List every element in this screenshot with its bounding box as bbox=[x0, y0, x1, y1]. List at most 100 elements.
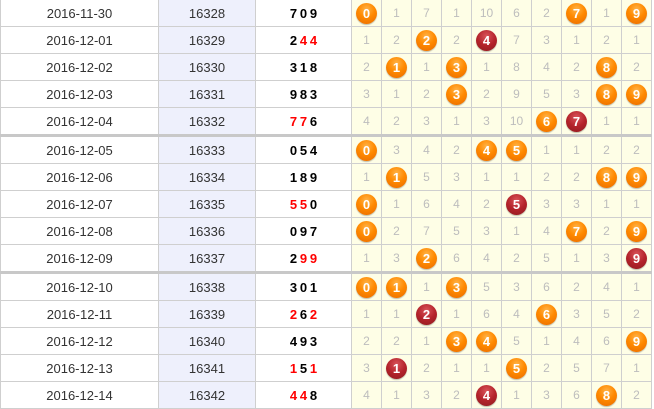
draw-digit: 9 bbox=[299, 223, 308, 239]
omission-count: 2 bbox=[471, 190, 502, 218]
omission-count: 4 bbox=[471, 244, 502, 273]
issue-number: 16333 bbox=[158, 134, 256, 164]
draw-digit: 9 bbox=[309, 169, 318, 185]
draw-digit: 5 bbox=[299, 360, 308, 376]
omission-count: 2 bbox=[441, 134, 472, 164]
omission-count: 2 bbox=[501, 244, 532, 273]
omission-count: 1 bbox=[351, 26, 382, 54]
omission-count: 3 bbox=[471, 107, 502, 136]
omission-count: 5 bbox=[531, 244, 562, 273]
omission-count: 1 bbox=[471, 53, 502, 81]
digit-cell-0: 0 bbox=[351, 217, 382, 245]
digit-cell-3: 3 bbox=[441, 53, 472, 81]
digit-cell-5: 5 bbox=[501, 354, 532, 382]
omission-count: 2 bbox=[561, 163, 592, 191]
hit-ball: 5 bbox=[506, 139, 527, 161]
omission-count: 5 bbox=[531, 80, 562, 108]
draw-digit: 8 bbox=[299, 169, 308, 185]
table-row: 2016-12-06 16334 1 8 9 1 1 5 3 1 1 2 2 8 9 bbox=[0, 163, 652, 191]
omission-count: 4 bbox=[351, 381, 382, 409]
digit-cell-1: 1 bbox=[381, 354, 412, 382]
draw-date: 2016-12-09 bbox=[0, 244, 159, 273]
omission-count: 1 bbox=[561, 134, 592, 164]
omission-count: 1 bbox=[591, 0, 622, 27]
draw-digit: 5 bbox=[299, 142, 308, 158]
table-row: 2016-12-04 16332 7 7 6 4 2 3 1 3 10 6 7 1 1 bbox=[0, 107, 652, 136]
repeat-ball: 5 bbox=[506, 193, 527, 215]
draw-date: 2016-12-06 bbox=[0, 163, 159, 191]
draw-digit: 6 bbox=[299, 306, 308, 322]
omission-count: 7 bbox=[591, 354, 622, 382]
omission-count: 3 bbox=[591, 244, 622, 273]
issue-number: 16328 bbox=[158, 0, 256, 27]
digit-cell-2: 2 bbox=[411, 26, 442, 54]
draw-digit: 9 bbox=[299, 250, 308, 266]
omission-count: 1 bbox=[621, 271, 652, 301]
digit-cell-7: 7 bbox=[561, 0, 592, 27]
omission-count: 2 bbox=[441, 381, 472, 409]
omission-count: 1 bbox=[591, 190, 622, 218]
omission-count: 2 bbox=[531, 0, 562, 27]
omission-count: 4 bbox=[501, 300, 532, 328]
omission-count: 2 bbox=[351, 327, 382, 355]
omission-count: 2 bbox=[591, 217, 622, 245]
draw-date: 2016-12-07 bbox=[0, 190, 159, 218]
omission-count: 4 bbox=[411, 134, 442, 164]
draw-date: 2016-12-12 bbox=[0, 327, 159, 355]
omission-count: 10 bbox=[471, 0, 502, 27]
draw-date: 2016-12-10 bbox=[0, 271, 159, 301]
digit-cell-8: 8 bbox=[591, 80, 622, 108]
omission-count: 3 bbox=[441, 163, 472, 191]
repeat-ball: 1 bbox=[386, 357, 407, 379]
issue-number: 16339 bbox=[158, 300, 256, 328]
digit-cell-1: 1 bbox=[381, 163, 412, 191]
table-row: 2016-12-01 16329 2 4 4 1 2 2 2 4 7 3 1 2 1 bbox=[0, 26, 652, 54]
issue-number: 16342 bbox=[158, 381, 256, 409]
omission-count: 4 bbox=[591, 271, 622, 301]
omission-count: 5 bbox=[591, 300, 622, 328]
hit-ball: 1 bbox=[386, 276, 407, 298]
omission-count: 2 bbox=[381, 327, 412, 355]
omission-count: 4 bbox=[441, 190, 472, 218]
digit-cell-4: 4 bbox=[471, 327, 502, 355]
draw-digit: 0 bbox=[299, 5, 308, 21]
hit-ball: 4 bbox=[476, 139, 497, 161]
omission-count: 4 bbox=[531, 217, 562, 245]
hit-ball: 1 bbox=[386, 56, 407, 78]
omission-count: 4 bbox=[531, 53, 562, 81]
draw-digit: 1 bbox=[289, 169, 298, 185]
issue-number: 16331 bbox=[158, 80, 256, 108]
omission-count: 10 bbox=[501, 107, 532, 136]
omission-count: 3 bbox=[351, 354, 382, 382]
omission-count: 1 bbox=[411, 327, 442, 355]
draw-digit: 4 bbox=[299, 387, 308, 403]
draw-digit: 3 bbox=[289, 279, 298, 295]
issue-number: 16337 bbox=[158, 244, 256, 273]
draw-digit: 4 bbox=[289, 333, 298, 349]
omission-count: 1 bbox=[591, 107, 622, 136]
omission-count: 2 bbox=[561, 53, 592, 81]
draw-date: 2016-12-02 bbox=[0, 53, 159, 81]
hit-ball: 6 bbox=[536, 110, 557, 132]
issue-number: 16336 bbox=[158, 217, 256, 245]
draw-digit: 7 bbox=[289, 113, 298, 129]
repeat-ball: 4 bbox=[476, 29, 497, 51]
omission-count: 3 bbox=[561, 80, 592, 108]
omission-count: 1 bbox=[351, 244, 382, 273]
omission-count: 3 bbox=[561, 300, 592, 328]
omission-count: 1 bbox=[381, 381, 412, 409]
omission-count: 6 bbox=[501, 0, 532, 27]
omission-count: 1 bbox=[621, 190, 652, 218]
draw-digit: 1 bbox=[299, 59, 308, 75]
draw-digit: 0 bbox=[299, 279, 308, 295]
omission-count: 1 bbox=[561, 26, 592, 54]
table-row: 2016-12-14 16342 4 4 8 4 1 3 2 4 1 3 6 8 2 bbox=[0, 381, 652, 409]
omission-count: 1 bbox=[381, 80, 412, 108]
